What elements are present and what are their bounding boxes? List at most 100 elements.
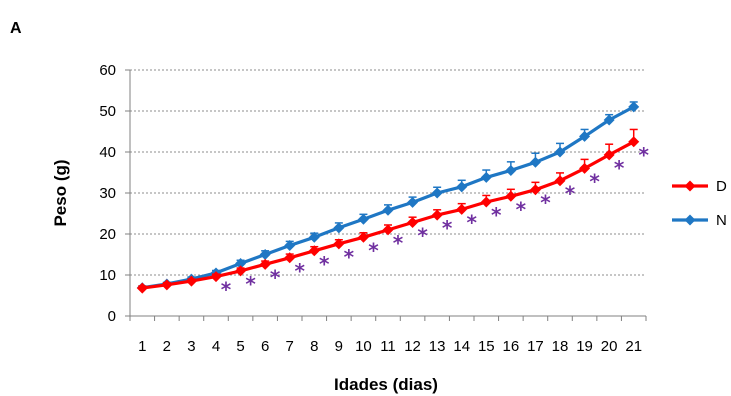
x-tick-label: 20 [601,338,618,355]
data-point [284,252,296,264]
x-tick-label: 9 [335,338,343,355]
series-line [142,105,635,290]
x-tick-label: 18 [552,338,569,355]
data-point [284,239,296,251]
data-point [505,190,517,202]
x-tick-label: 13 [429,338,446,355]
x-tick-label: 4 [212,338,220,355]
significance-asterisk: * [344,245,355,269]
data-point [603,149,615,161]
significance-asterisk: * [221,278,232,302]
data-point [136,282,148,294]
significance-asterisk: * [319,252,330,276]
data-point [333,222,345,234]
data-point [431,187,443,199]
data-point [579,162,591,174]
significance-asterisk: * [368,238,379,262]
data-point [161,279,173,291]
data-point [185,275,197,287]
x-tick-label: 3 [187,338,195,355]
data-point [382,224,394,236]
significance-asterisk: * [245,272,256,296]
y-tick-label: 10 [99,267,116,284]
series [136,101,640,294]
data-point [357,231,369,243]
data-point [480,196,492,208]
y-tick-label: 60 [99,62,116,79]
axes [125,69,647,321]
y-axis-title: Peso (g) [51,159,70,226]
significance-markers: * * * * * * * * * * * * * * * * * * [221,143,650,302]
data-point [407,196,419,208]
data-point [210,271,222,283]
significance-asterisk: * [614,156,625,180]
significance-asterisk: * [540,191,551,215]
data-point [628,136,640,148]
y-tick-label: 30 [99,185,116,202]
data-point [456,181,468,193]
x-tick-label: 12 [404,338,421,355]
legend-label: N [716,212,727,229]
legend-marker [684,180,696,192]
significance-asterisk: * [516,197,527,221]
data-point [603,114,615,126]
data-point [308,231,320,243]
grid-lines [130,69,646,276]
x-tick-label: 10 [355,338,372,355]
significance-asterisk: * [466,210,477,234]
legend-label: D [716,178,727,195]
data-point [357,213,369,225]
data-point [333,238,345,250]
legend-marker [684,214,696,226]
data-point [480,171,492,183]
data-point [259,249,271,260]
x-tick-label: 15 [478,338,495,355]
y-tick-label: 0 [108,308,116,325]
x-tick-labels: 1 2 3 4 5 6 7 8 9 10 11 12 13 14 15 16 17 18 19 20 21 [138,338,642,355]
legend-item-d: D [672,178,727,195]
x-tick-label: 14 [453,338,470,355]
data-point [407,217,419,229]
series-d [136,128,640,294]
data-point [554,146,566,158]
y-tick-labels: 0 10 20 30 40 50 60 [99,62,116,325]
y-tick-label: 50 [99,103,116,120]
significance-asterisk: * [565,182,576,206]
x-tick-label: 1 [138,338,146,355]
data-point [235,258,247,270]
data-point [579,130,591,142]
data-point [382,204,394,216]
x-tick-label: 21 [625,338,642,355]
panel-label: A [10,20,22,37]
y-tick-label: 40 [99,144,116,161]
x-tick-label: 17 [527,338,544,355]
data-point [456,203,468,215]
significance-asterisk: * [393,231,404,255]
significance-asterisk: * [442,216,453,240]
x-tick-label: 2 [163,338,171,355]
significance-asterisk: * [270,265,281,289]
x-tick-label: 6 [261,338,269,355]
x-tick-label: 7 [286,338,294,355]
significance-asterisk: * [589,169,600,193]
significance-asterisk: * [294,259,305,283]
data-point [431,209,443,221]
x-tick-label: 8 [310,338,318,355]
y-tick-label: 20 [99,226,116,243]
data-point [505,164,517,176]
data-point [308,245,320,257]
data-point [235,265,247,277]
x-tick-label: 16 [503,338,520,355]
x-tick-label: 19 [576,338,593,355]
data-point [628,101,640,113]
x-tick-label: 5 [236,338,244,355]
significance-asterisk: * [638,143,649,167]
significance-asterisk: * [491,203,502,227]
data-point [529,184,541,196]
data-point [529,156,541,168]
legend-item-n: N [672,212,727,229]
data-point [259,258,271,270]
x-axis-title: Idades (dias) [334,375,438,394]
